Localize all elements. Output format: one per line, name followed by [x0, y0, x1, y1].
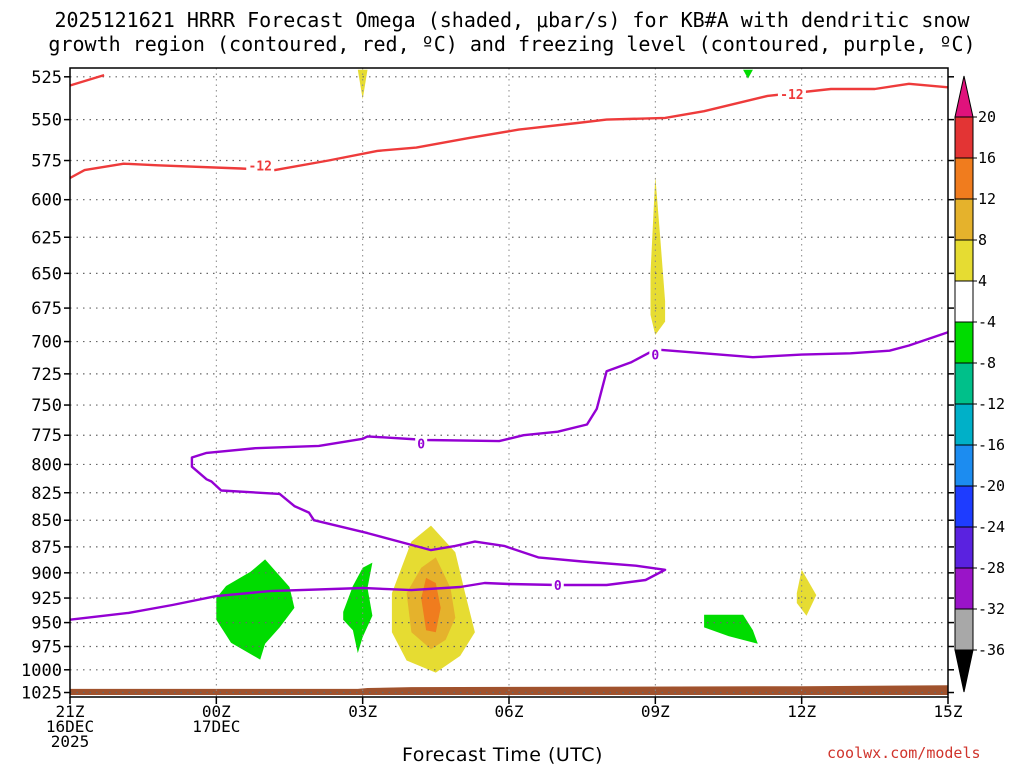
- x-tick-label: 09Z: [641, 702, 670, 721]
- y-tick-label: 525: [31, 68, 62, 88]
- y-tick-label: 575: [31, 152, 62, 172]
- grid-layer: [70, 68, 948, 697]
- y-tick-label: 550: [31, 111, 62, 131]
- contour-label: 0: [651, 349, 659, 364]
- colorbar-bin: [954, 526, 974, 569]
- colorbar-label: -36: [978, 641, 1005, 659]
- contour-line: [69, 331, 949, 621]
- colorbar-bin: [954, 567, 974, 610]
- x-tick-label: 03Z: [348, 702, 377, 721]
- colorbar-bin: [954, 403, 974, 446]
- contour-label: -12: [248, 159, 271, 174]
- y-tick-label: 750: [31, 396, 62, 416]
- colorbar-label: 12: [978, 190, 996, 208]
- colorbar-bin: [954, 198, 974, 241]
- omega-region: [743, 69, 753, 79]
- colorbar-bin: [954, 608, 974, 651]
- contour-label-bg: [777, 87, 806, 102]
- colorbar-bin: [954, 157, 974, 200]
- y-tick-label: 1025: [21, 684, 62, 704]
- x-tick-label: 16DEC: [46, 717, 94, 736]
- contour-label-bg: [551, 578, 564, 593]
- colorbar-label: 20: [978, 108, 996, 126]
- contour-line: [69, 82, 949, 180]
- x-tick-label: 00Z: [202, 702, 231, 721]
- x-axis-title: Forecast Time (UTC): [402, 744, 603, 766]
- colorbar: 20 16 12 8 4 -4 -8 -12 -16 -20 -24 -28 -32 -36: [954, 75, 1005, 693]
- contour-label: 0: [554, 579, 562, 594]
- y-tick-label: 1000: [21, 661, 62, 681]
- contour-label: -12: [780, 88, 803, 103]
- y-tick-label: 625: [31, 228, 62, 248]
- colorbar-label: -28: [978, 559, 1005, 577]
- y-tick-label: 975: [31, 637, 62, 657]
- x-tick-label: 12Z: [787, 702, 816, 721]
- y-tick-label: 800: [31, 455, 62, 475]
- colorbar-bin: [954, 444, 974, 487]
- contour-label: 0: [417, 437, 425, 452]
- colorbar-label: -12: [978, 395, 1005, 413]
- chart-title-line-1: 2025121621 HRRR Forecast Omega (shaded, …: [54, 8, 970, 32]
- y-tick-label: 825: [31, 484, 62, 504]
- omega-region: [796, 569, 817, 616]
- y-tick-label: 725: [31, 365, 62, 385]
- chart-title-line-2: growth region (contoured, red, ºC) and f…: [48, 32, 976, 56]
- contour-line: [69, 73, 105, 87]
- colorbar-label: -8: [978, 354, 996, 372]
- shaded-omega-layer: [216, 69, 817, 673]
- colorbar-label: -32: [978, 600, 1005, 618]
- colorbar-label: -20: [978, 477, 1005, 495]
- axis-labels-layer: 525 550 575 600 625 650 675 700 725 750 775 800 825 8…: [21, 68, 963, 751]
- colorbar-bin: [954, 116, 974, 159]
- contour-label-bg: [415, 436, 428, 451]
- colorbar-label: -24: [978, 518, 1005, 536]
- y-tick-label: 925: [31, 589, 62, 609]
- colorbar-max-arrow: [954, 75, 974, 118]
- colorbar-label: -16: [978, 436, 1005, 454]
- colorbar-label: 16: [978, 149, 996, 167]
- y-tick-label: 875: [31, 538, 62, 558]
- y-tick-label: 950: [31, 614, 62, 634]
- x-tick-label: 17DEC: [192, 717, 240, 736]
- omega-region: [421, 577, 441, 633]
- y-tick-label: 675: [31, 299, 62, 319]
- colorbar-label: 8: [978, 231, 987, 249]
- omega-region: [704, 614, 758, 644]
- colorbar-label: 4: [978, 272, 987, 290]
- x-tick-label: 21Z: [56, 702, 85, 721]
- x-tick-label: 15Z: [934, 702, 963, 721]
- contour-label-bg: [649, 347, 662, 362]
- x-tick-label: 2025: [51, 732, 90, 751]
- omega-region: [343, 562, 373, 654]
- y-tick-label: 775: [31, 426, 62, 446]
- colorbar-bin: [954, 280, 974, 323]
- site-credit: coolwx.com/models: [827, 744, 981, 762]
- y-tick-label: 650: [31, 264, 62, 284]
- colorbar-bin: [954, 485, 974, 528]
- colorbar-min-arrow: [954, 649, 974, 693]
- y-tick-label: 700: [31, 333, 62, 353]
- y-tick-label: 850: [31, 511, 62, 531]
- x-tick-label: 06Z: [495, 702, 524, 721]
- colorbar-label: -4: [978, 313, 996, 331]
- y-tick-label: 900: [31, 564, 62, 584]
- colorbar-bin: [954, 321, 974, 364]
- y-tick-label: 600: [31, 191, 62, 211]
- contour-label-bg: [246, 158, 275, 173]
- colorbar-bin: [954, 239, 974, 282]
- omega-region: [216, 559, 295, 660]
- contour-layer: -12 -12 0 0 0: [69, 73, 949, 621]
- colorbar-bin: [954, 362, 974, 405]
- omega-region: [650, 176, 666, 335]
